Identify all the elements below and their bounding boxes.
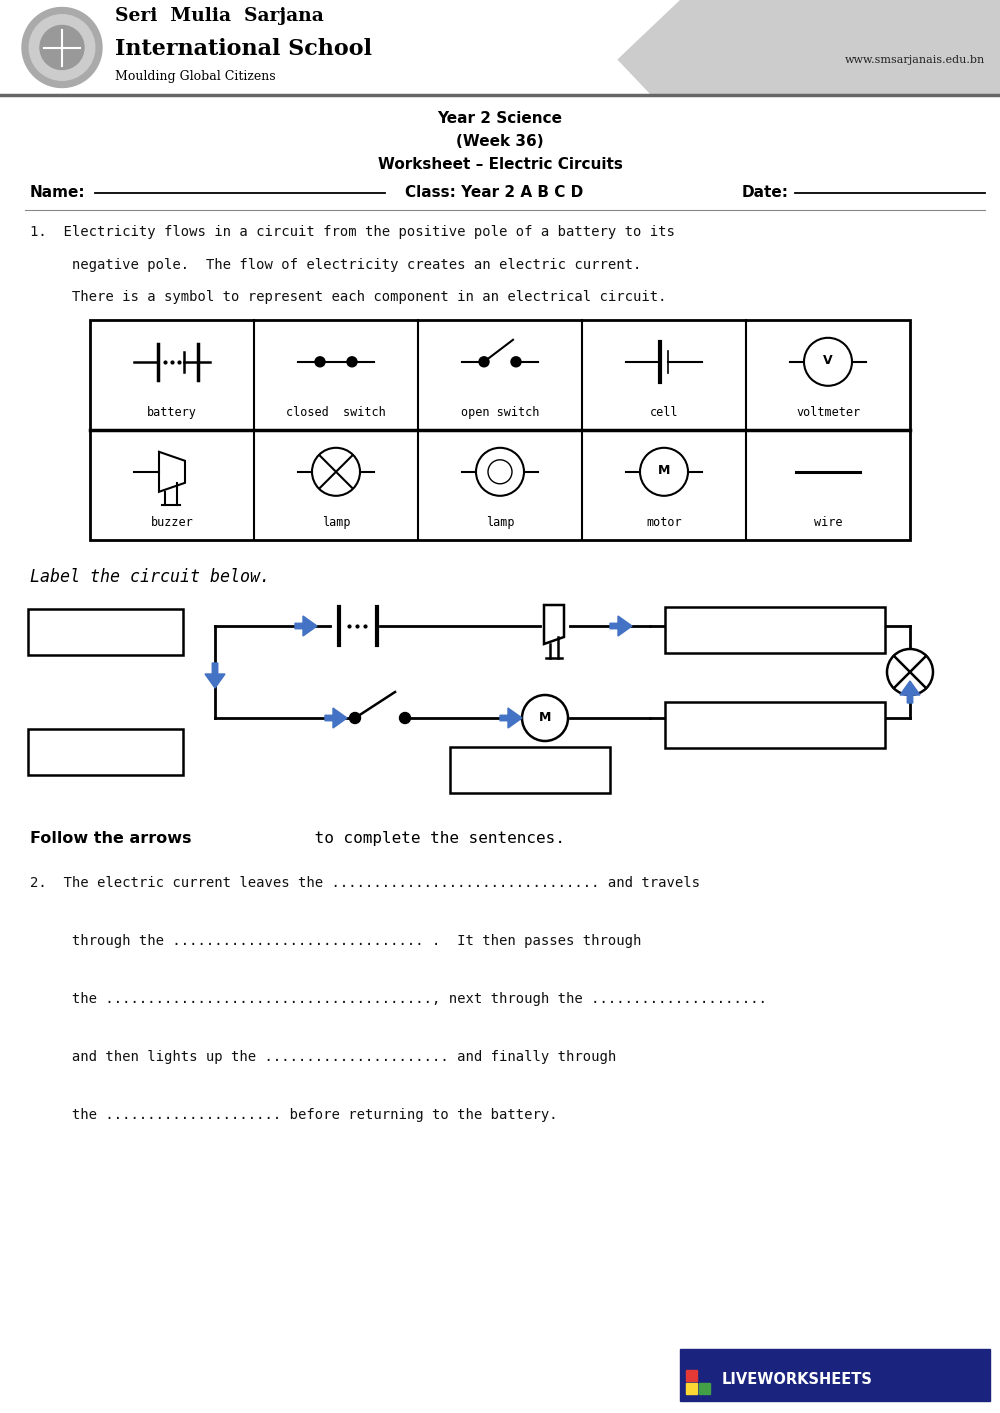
Text: There is a symbol to represent each component in an electrical circuit.: There is a symbol to represent each comp…: [30, 290, 666, 304]
Text: M: M: [658, 465, 670, 478]
Text: lamp: lamp: [322, 516, 350, 528]
Circle shape: [476, 448, 524, 496]
FancyArrow shape: [295, 616, 317, 636]
Circle shape: [522, 695, 568, 740]
FancyArrow shape: [500, 708, 522, 728]
Circle shape: [350, 712, 360, 723]
FancyArrow shape: [610, 616, 632, 636]
Text: negative pole.  The flow of electricity creates an electric current.: negative pole. The flow of electricity c…: [30, 257, 641, 271]
Text: voltmeter: voltmeter: [796, 406, 860, 418]
Text: Year 2 Science: Year 2 Science: [438, 112, 562, 126]
Text: International School: International School: [115, 38, 372, 59]
Bar: [90, 319, 910, 540]
Circle shape: [887, 649, 933, 695]
Bar: [28, 729, 183, 774]
Circle shape: [479, 357, 489, 367]
Text: Moulding Global Citizens: Moulding Global Citizens: [115, 71, 276, 83]
Bar: [698, 1371, 710, 1381]
FancyArrow shape: [900, 681, 920, 704]
Text: wire: wire: [814, 516, 842, 528]
Text: open switch: open switch: [461, 406, 539, 418]
Circle shape: [40, 25, 84, 69]
Circle shape: [29, 14, 95, 81]
Circle shape: [488, 459, 512, 483]
Text: lamp: lamp: [486, 516, 514, 528]
FancyArrow shape: [325, 708, 347, 728]
Polygon shape: [544, 605, 564, 644]
Text: 2.  The electric current leaves the ................................ and travels: 2. The electric current leaves the .....…: [30, 876, 700, 890]
FancyArrow shape: [205, 663, 225, 688]
Text: to complete the sentences.: to complete the sentences.: [305, 831, 565, 846]
Text: LIVEWORKSHEETS: LIVEWORKSHEETS: [722, 1372, 873, 1388]
Bar: [665, 702, 885, 747]
Text: closed  switch: closed switch: [286, 406, 386, 418]
Text: Name:: Name:: [30, 185, 86, 201]
Text: the ......................................., next through the ..................: the ....................................…: [30, 992, 767, 1006]
Text: the ..................... before returning to the battery.: the ..................... before returni…: [30, 1108, 558, 1122]
Bar: [680, 1349, 990, 1402]
Text: 1.  Electricity flows in a circuit from the positive pole of a battery to its: 1. Electricity flows in a circuit from t…: [30, 225, 675, 239]
Circle shape: [511, 357, 521, 367]
Text: Follow the arrows: Follow the arrows: [30, 831, 192, 846]
Bar: [0, 0, 1000, 95]
Bar: [698, 1382, 710, 1393]
Circle shape: [312, 448, 360, 496]
Text: battery: battery: [147, 406, 197, 418]
Polygon shape: [580, 0, 1000, 95]
Text: cell: cell: [650, 406, 678, 418]
Text: and then lights up the ...................... and finally through: and then lights up the .................…: [30, 1050, 616, 1064]
Bar: [686, 1382, 697, 1393]
Circle shape: [640, 448, 688, 496]
Circle shape: [347, 357, 357, 367]
Circle shape: [315, 357, 325, 367]
Bar: [686, 1371, 697, 1381]
Circle shape: [804, 338, 852, 386]
Text: V: V: [823, 355, 833, 367]
Polygon shape: [480, 0, 650, 95]
Bar: [450, 747, 610, 793]
Text: Worksheet – Electric Circuits: Worksheet – Electric Circuits: [378, 157, 622, 172]
Circle shape: [400, 712, 411, 723]
Text: www.smsarjanais.edu.bn: www.smsarjanais.edu.bn: [845, 55, 985, 65]
Text: Seri  Mulia  Sarjana: Seri Mulia Sarjana: [115, 7, 324, 25]
Text: buzzer: buzzer: [151, 516, 193, 528]
Text: motor: motor: [646, 516, 682, 528]
Bar: [665, 608, 885, 653]
Text: (Week 36): (Week 36): [456, 134, 544, 148]
Text: Date:: Date:: [742, 185, 789, 201]
Text: M: M: [539, 711, 551, 723]
Text: Class: Year 2 A B C D: Class: Year 2 A B C D: [405, 185, 583, 201]
Text: Label the circuit below.: Label the circuit below.: [30, 568, 270, 586]
Circle shape: [22, 7, 102, 88]
Text: through the .............................. .  It then passes through: through the ............................…: [30, 934, 641, 948]
Bar: [28, 609, 183, 656]
